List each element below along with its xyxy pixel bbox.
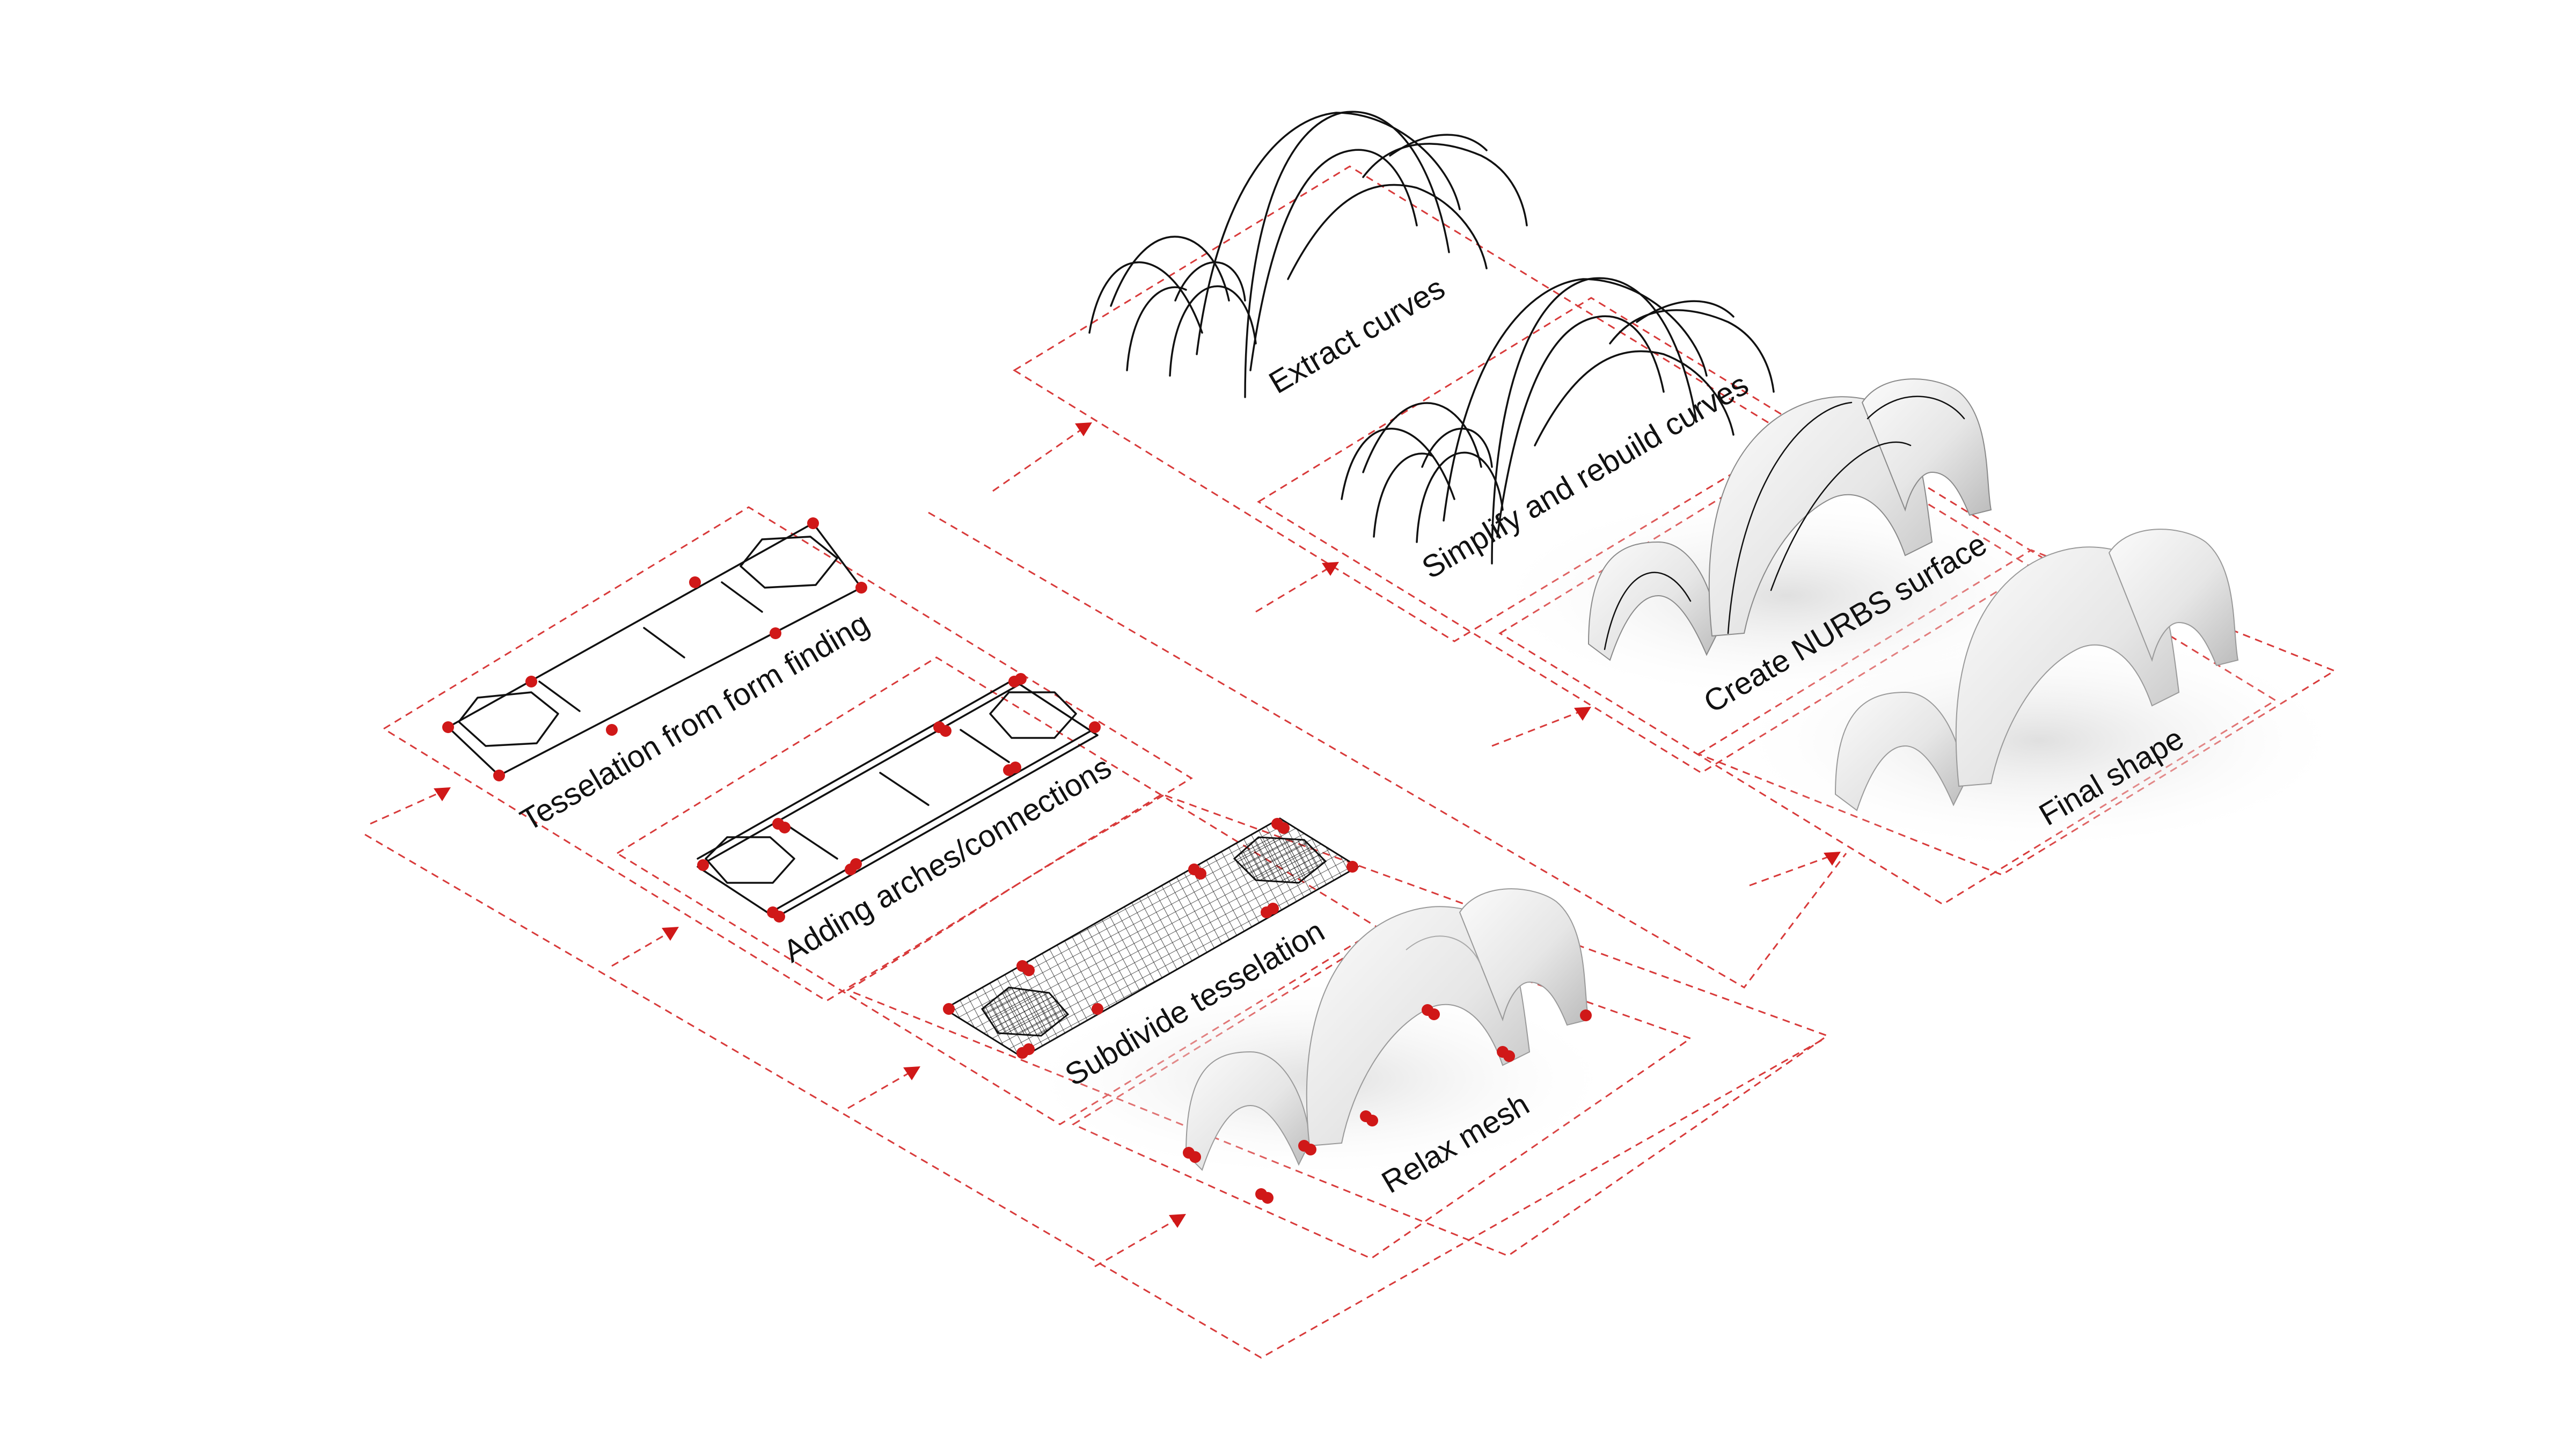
support-node-icon: [442, 721, 454, 733]
arrowhead-icon: [1574, 707, 1591, 721]
support-node-icon: [1503, 1050, 1515, 1062]
label-extract: Extract curves: [1263, 270, 1451, 400]
arrowhead-icon: [1824, 852, 1841, 866]
support-node-icon: [855, 582, 867, 594]
support-node-icon: [779, 822, 791, 833]
label-arches: Adding arches/connections: [778, 750, 1117, 969]
tesselation-nodes: [442, 517, 867, 781]
frame-rebuild: [1257, 297, 2036, 774]
relax-shell: [1020, 888, 1621, 1181]
extract-curves-drawing: [1088, 111, 1528, 398]
arrowhead-icon: [903, 1066, 920, 1080]
arches-drawing: [697, 675, 1099, 919]
rebuild-curves-drawing: [1341, 277, 1775, 565]
support-node-icon: [1262, 1192, 1274, 1204]
support-node-icon: [1009, 762, 1021, 773]
relax-nodes: [1183, 1004, 1592, 1204]
arrowhead-icon: [662, 927, 679, 941]
support-node-icon: [1015, 673, 1027, 685]
support-node-icon: [770, 627, 781, 639]
connectors: [364, 423, 1847, 1359]
final-shell: [1728, 529, 2351, 853]
support-node-icon: [606, 724, 618, 736]
connector-to-tesselation: [370, 788, 449, 825]
support-node-icon: [773, 911, 785, 923]
support-node-icon: [525, 676, 537, 687]
support-node-icon: [697, 859, 709, 871]
support-node-icon: [1346, 861, 1358, 873]
support-node-icon: [940, 725, 952, 737]
connector-to-relax: [1094, 1214, 1184, 1268]
support-node-icon: [493, 770, 505, 781]
label-tesselation: Tesselation from form finding: [515, 606, 875, 838]
connector-left-spine: [364, 833, 1825, 1359]
support-node-icon: [1089, 721, 1101, 733]
support-node-icon: [1267, 903, 1279, 914]
support-node-icon: [850, 858, 862, 870]
connector-to-subdivide: [847, 1067, 918, 1109]
frame-tesselation: [382, 506, 1193, 1002]
arrowhead-icon: [1322, 562, 1339, 576]
support-node-icon: [807, 517, 819, 529]
support-node-icon: [1428, 1008, 1440, 1020]
support-node-icon: [1189, 1151, 1201, 1163]
connector-to-extract: [992, 423, 1090, 492]
arrowhead-icon: [1169, 1214, 1186, 1228]
arrowhead-icon: [1075, 422, 1092, 436]
connector-to-rebuild: [1255, 562, 1337, 613]
support-node-icon: [1023, 964, 1035, 976]
connector-mid-spine: [928, 511, 1847, 989]
frame-extract: [1013, 165, 1794, 642]
support-node-icon: [1195, 868, 1206, 880]
support-node-icon: [1305, 1144, 1316, 1155]
support-node-icon: [689, 576, 701, 588]
support-node-icon: [1278, 822, 1290, 834]
support-node-icon: [1580, 1009, 1592, 1021]
support-node-icon: [943, 1003, 955, 1015]
arrowheads: [434, 422, 1841, 1228]
arrowhead-icon: [434, 787, 451, 801]
support-node-icon: [1366, 1115, 1378, 1126]
connector-to-nurbs: [1491, 707, 1589, 747]
arches-nodes: [697, 673, 1101, 923]
connector-to-final: [1749, 852, 1839, 887]
